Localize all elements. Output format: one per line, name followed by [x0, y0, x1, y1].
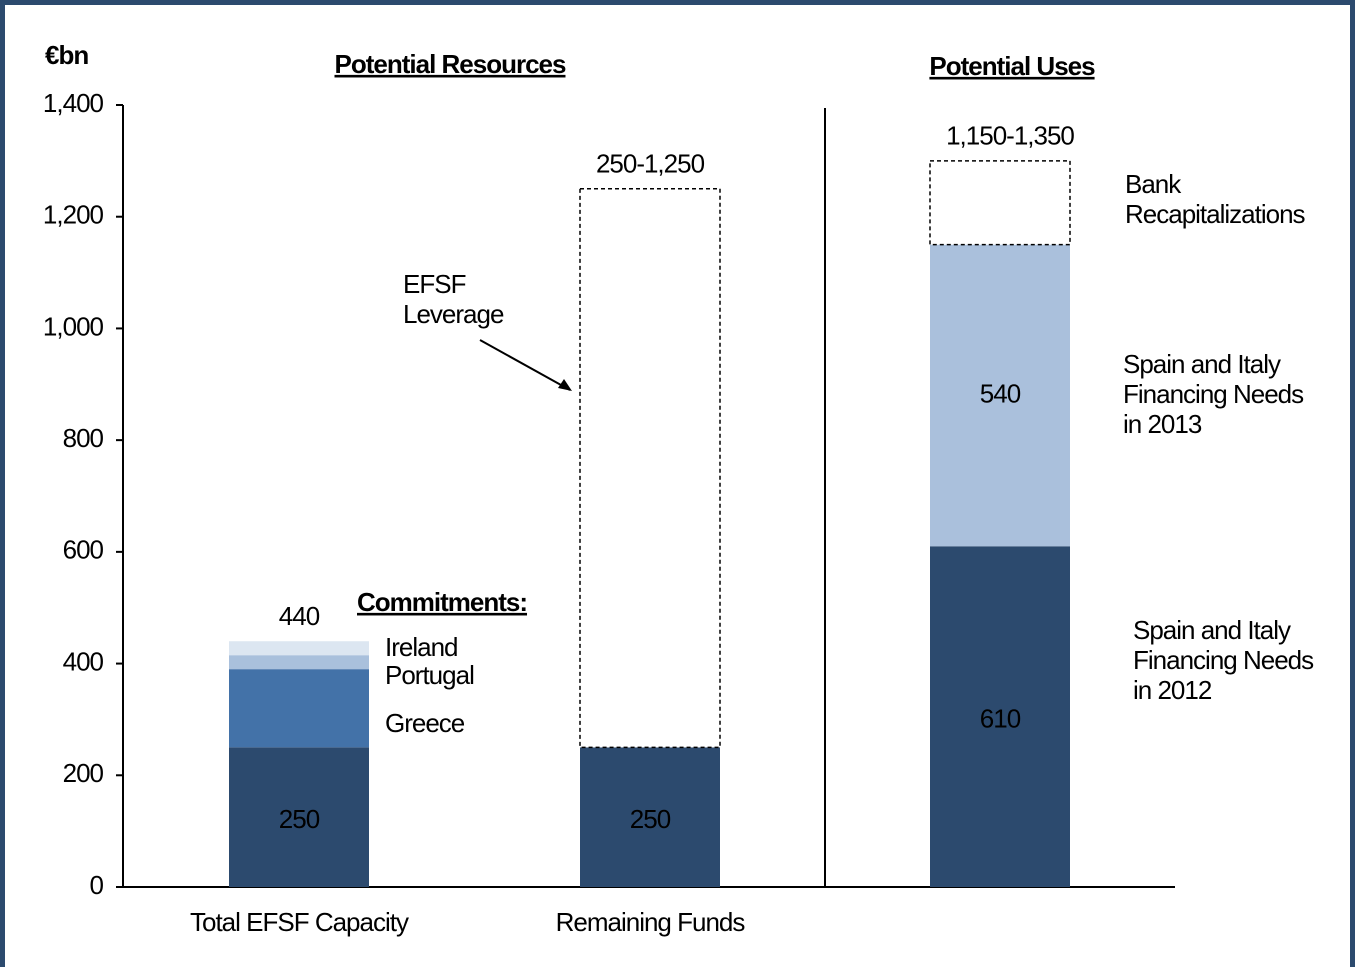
- series-label: Spain and Italy Financing Needs in 2013: [1123, 349, 1304, 439]
- total-label: 250-1,250: [596, 149, 705, 179]
- y-tick-label: 1,400: [43, 88, 104, 118]
- bar-segment: [930, 546, 1070, 887]
- value-label: 540: [980, 378, 1021, 408]
- y-tick-label: 200: [63, 758, 104, 788]
- y-tick-label: 600: [63, 535, 104, 565]
- series-label: Ireland: [385, 632, 458, 662]
- y-tick-label: 1,000: [43, 311, 104, 341]
- total-label: 1,150-1,350: [946, 121, 1074, 151]
- series-label: Spain and Italy Financing Needs in 2012: [1133, 615, 1314, 705]
- bar-segment: [229, 655, 369, 670]
- series-label: EFSF Leverage: [403, 269, 504, 329]
- unit-label: €bn: [45, 40, 88, 70]
- y-tick-label: 0: [90, 870, 104, 900]
- bar-segment: [229, 641, 369, 656]
- bar-segment: [229, 669, 369, 748]
- total-label: 440: [279, 601, 320, 631]
- series-label: Portugal: [385, 660, 475, 690]
- y-tick-label: 400: [63, 646, 104, 676]
- arrow-head: [558, 379, 572, 391]
- y-tick-label: 800: [63, 423, 104, 453]
- section-title: Potential Uses: [929, 51, 1095, 81]
- bar-segment: [929, 160, 1071, 246]
- value-label: 250: [279, 804, 320, 834]
- value-label: 610: [980, 704, 1021, 734]
- bar-segment: [580, 747, 720, 887]
- x-tick-label: Total EFSF Capacity: [190, 907, 409, 937]
- series-label: Bank Recapitalizations: [1125, 169, 1306, 229]
- value-label: 250: [630, 804, 671, 834]
- x-tick-label: Remaining Funds: [556, 907, 746, 937]
- y-tick-label: 1,200: [43, 200, 104, 230]
- series-label: Greece: [385, 708, 465, 738]
- bar-segment: [229, 747, 369, 887]
- bar-segment: [930, 244, 1070, 547]
- annotation-arrow: [479, 339, 571, 391]
- commitments-label: Commitments:: [357, 587, 527, 617]
- bar-segment: [579, 188, 721, 749]
- section-title: Potential Resources: [335, 49, 567, 79]
